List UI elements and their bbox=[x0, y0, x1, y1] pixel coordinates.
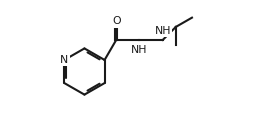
Text: N: N bbox=[60, 55, 68, 65]
Text: NH: NH bbox=[154, 26, 171, 36]
Text: NH: NH bbox=[131, 45, 148, 55]
Text: O: O bbox=[112, 16, 120, 27]
